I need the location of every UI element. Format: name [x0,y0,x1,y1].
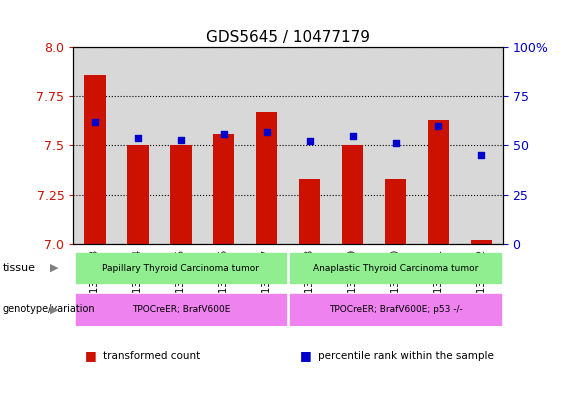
Bar [76,253,286,283]
Bar [331,47,374,244]
Point [477,152,486,158]
Bar [299,179,320,244]
Bar [374,47,417,244]
Bar [290,294,501,325]
Bar [202,47,245,244]
Bar [288,47,331,244]
Bar [170,145,192,244]
Bar [73,47,116,244]
Text: ▶: ▶ [50,304,58,314]
Text: Anaplastic Thyroid Carcinoma tumor: Anaplastic Thyroid Carcinoma tumor [313,264,478,273]
Bar [245,47,288,244]
Bar [417,47,460,244]
Bar [290,253,501,283]
Bar [127,145,149,244]
Bar [342,145,363,244]
Point [176,136,185,143]
Bar [84,75,106,244]
Point [262,129,271,135]
Text: TPOCreER; BrafV600E; p53 -/-: TPOCreER; BrafV600E; p53 -/- [329,305,462,314]
Point [219,130,228,137]
Text: ▶: ▶ [50,263,58,273]
Title: GDS5645 / 10477179: GDS5645 / 10477179 [206,29,370,44]
Text: transformed count: transformed count [103,351,201,361]
Text: ■: ■ [299,349,311,362]
Text: genotype/variation: genotype/variation [3,304,95,314]
Point [90,119,99,125]
Text: percentile rank within the sample: percentile rank within the sample [318,351,494,361]
Bar [159,47,202,244]
Bar [116,47,159,244]
Bar [213,134,234,244]
Text: Papillary Thyroid Carcinoma tumor: Papillary Thyroid Carcinoma tumor [102,264,259,273]
Bar [428,120,449,244]
Text: tissue: tissue [3,263,36,273]
Bar [256,112,277,244]
Bar [385,179,406,244]
Point [133,134,142,141]
Bar [76,294,286,325]
Point [348,132,357,139]
Text: TPOCreER; BrafV600E: TPOCreER; BrafV600E [132,305,230,314]
Point [434,123,443,129]
Point [305,138,314,145]
Bar [471,240,492,244]
Bar [460,47,503,244]
Text: ■: ■ [85,349,97,362]
Point [391,140,400,147]
